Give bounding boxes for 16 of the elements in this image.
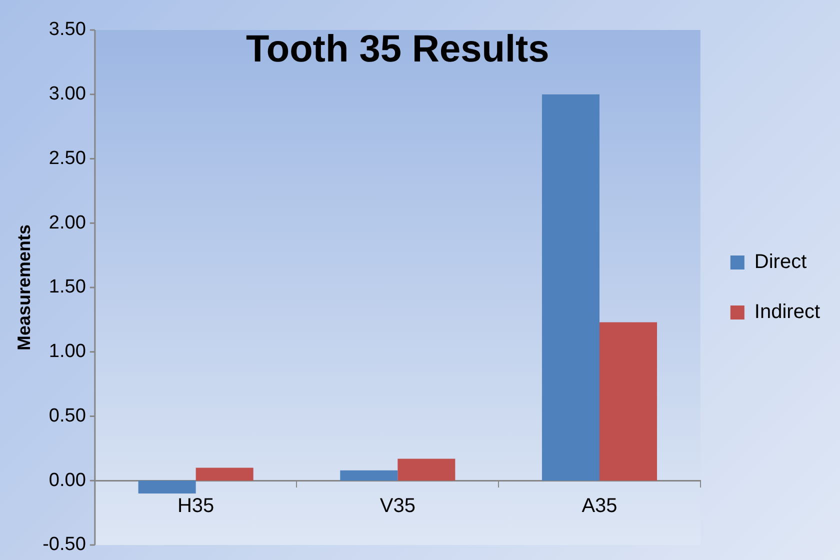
y-tick-label: -0.50 bbox=[42, 534, 86, 556]
chart-title: Tooth 35 Results bbox=[246, 28, 550, 70]
y-tick-label: 0.00 bbox=[48, 470, 86, 491]
y-tick-label: 3.00 bbox=[48, 84, 86, 105]
y-tick-label: 0.50 bbox=[48, 405, 86, 426]
x-tick-label: H35 bbox=[177, 495, 214, 518]
y-tick-label: 1.50 bbox=[48, 276, 86, 298]
y-axis-title: Measurements bbox=[14, 224, 34, 351]
x-tick-label: A35 bbox=[582, 495, 618, 518]
y-tick-label: 3.50 bbox=[48, 19, 86, 40]
legend-label: Direct bbox=[754, 251, 808, 274]
y-tick-label: 1.00 bbox=[48, 341, 86, 362]
y-tick-label: 2.00 bbox=[48, 212, 86, 234]
legend-label: Indirect bbox=[754, 301, 820, 324]
x-tick-label: V35 bbox=[380, 495, 416, 518]
y-tick-label: 2.50 bbox=[48, 148, 86, 169]
